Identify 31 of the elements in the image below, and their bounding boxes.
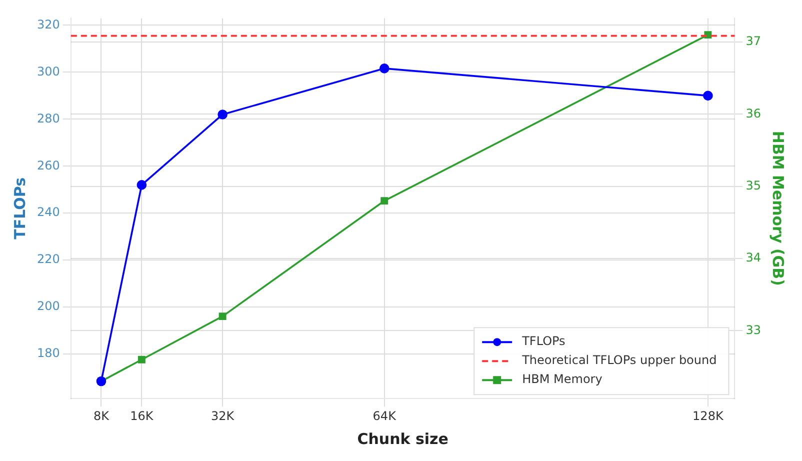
x-tick-label: 64K xyxy=(372,408,398,423)
point xyxy=(218,312,226,320)
x-tick-label: 32K xyxy=(211,408,236,423)
y-tick-label: 200 xyxy=(37,299,60,314)
y-tick-label: 300 xyxy=(37,64,60,78)
point xyxy=(218,110,228,120)
legend-label: TFLOPs xyxy=(521,334,566,348)
point xyxy=(138,356,146,364)
x-tick-label: 128K xyxy=(692,408,724,423)
y2-tick-label: 37 xyxy=(746,34,762,48)
y-tick-label: 240 xyxy=(37,205,60,220)
y2-tick-label: 35 xyxy=(746,178,762,193)
y-axis-title: TFLOPs xyxy=(10,177,29,240)
legend-label: Theoretical TFLOPs upper bound xyxy=(521,353,717,368)
y-tick-label: 180 xyxy=(37,346,60,360)
y-tick-label: 280 xyxy=(37,111,60,126)
point xyxy=(136,180,147,190)
y2-axis-title: HBM Memory (GB) xyxy=(769,130,788,286)
x-tick-label: 8K xyxy=(93,408,110,423)
point xyxy=(379,64,390,74)
y2-tick-label: 34 xyxy=(746,250,762,265)
x-axis-title: Chunk size xyxy=(357,430,448,448)
x-tick-label: 16K xyxy=(130,408,154,423)
point xyxy=(703,90,713,101)
y2-tick-label: 36 xyxy=(746,106,762,120)
point xyxy=(380,197,388,205)
y-tick-label: 260 xyxy=(37,158,60,172)
y-tick-label: 220 xyxy=(37,252,60,266)
y-tick-label: 320 xyxy=(37,17,60,32)
y2-tick-label: 33 xyxy=(746,322,762,337)
legend-label: HBM Memory xyxy=(522,372,602,386)
